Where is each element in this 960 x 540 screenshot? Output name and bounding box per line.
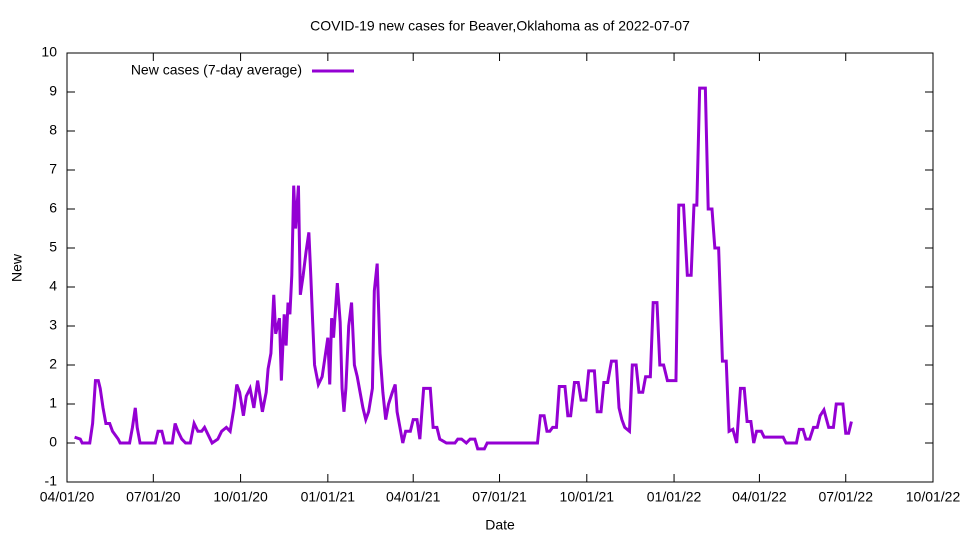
y-tick-label: 7 [49,161,57,177]
y-tick-label: 4 [49,278,57,294]
x-tick-label: 01/01/22 [647,489,702,505]
y-tick-label: 3 [49,317,57,333]
x-tick-label: 07/01/21 [472,489,527,505]
x-tick-label: 07/01/22 [818,489,873,505]
legend-label: New cases (7-day average) [131,62,302,78]
x-tick-label: 01/01/21 [301,489,356,505]
y-tick-label: 9 [49,83,57,99]
x-tick-label: 10/01/22 [906,489,960,505]
y-tick-label: 1 [49,395,57,411]
plot-frame [66,52,934,483]
y-tick-label: 0 [49,434,57,450]
x-tick-label: 10/01/20 [213,489,268,505]
y-tick-label: 10 [41,44,57,60]
x-tick-label: 04/01/20 [40,489,95,505]
y-tick-label: 5 [49,239,57,255]
y-axis-label: New [9,253,25,282]
data-line [74,86,853,451]
x-tick-label: 10/01/21 [560,489,615,505]
x-tick-label: 07/01/20 [126,489,181,505]
x-tick-label: 04/01/22 [732,489,787,505]
y-tick-label: 6 [49,200,57,216]
y-tick-label: 2 [49,356,57,372]
y-tick-label: 8 [49,122,57,138]
x-axis-label: Date [485,517,515,533]
x-tick-label: 04/01/21 [386,489,441,505]
y-tick-label: -1 [45,473,58,489]
chart-title: COVID-19 new cases for Beaver,Oklahoma a… [310,18,690,34]
